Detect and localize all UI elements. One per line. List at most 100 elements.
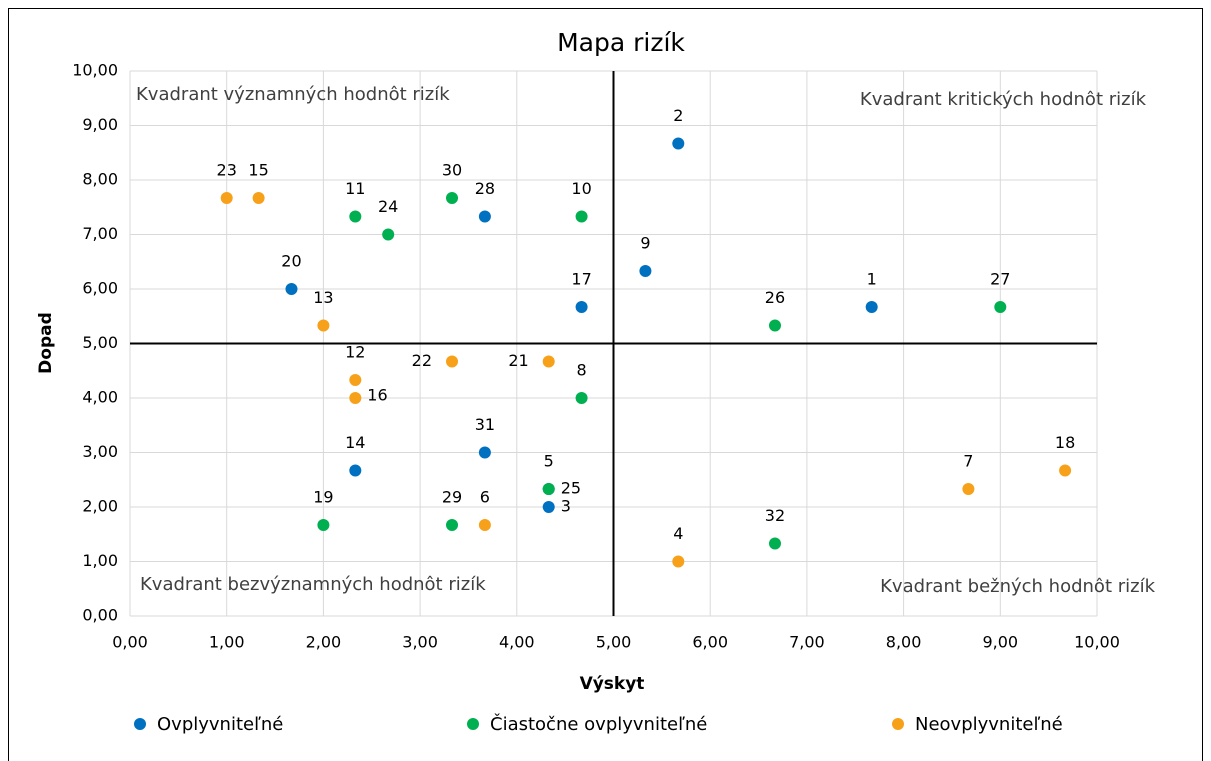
y-tick-label: 7,00 [82, 224, 118, 243]
quadrant-label: Kvadrant bežných hodnôt rizík [880, 576, 1155, 597]
point-label: 10 [571, 179, 591, 198]
point [382, 228, 395, 241]
point-label: 5 [544, 452, 554, 471]
point-label: 23 [217, 160, 237, 179]
legend-marker [134, 718, 146, 730]
x-tick-label: 10,00 [1074, 633, 1120, 652]
point [349, 392, 362, 404]
quadrant-label: Kvadrant významných hodnôt rizík [136, 84, 450, 105]
y-tick-label: 0,00 [82, 606, 118, 625]
y-tick-label: 1,00 [82, 551, 118, 570]
point-label: 9 [640, 234, 650, 253]
point [575, 210, 588, 223]
point [285, 283, 298, 295]
point [542, 355, 555, 368]
point-label: 17 [571, 269, 591, 288]
y-tick-label: 4,00 [82, 388, 118, 407]
quadrant-label: Kvadrant kritických hodnôt rizík [860, 89, 1147, 110]
point [349, 210, 362, 223]
x-tick-label: 3,00 [402, 633, 438, 652]
point [252, 191, 265, 204]
point-label: 22 [412, 351, 432, 370]
x-tick-label: 1,00 [209, 633, 245, 652]
point-label: 7 [963, 452, 973, 471]
x-tick-label: 7,00 [789, 633, 825, 652]
point-label: 6 [480, 487, 490, 506]
legend-label: Neovplyvniteľné [915, 714, 1063, 735]
point-label: 26 [765, 288, 785, 307]
point [317, 518, 330, 531]
point [575, 300, 588, 313]
legend-marker [892, 718, 904, 730]
x-tick-label: 5,00 [596, 633, 632, 652]
x-tick-label: 0,00 [112, 633, 148, 652]
point-label: 19 [313, 487, 333, 506]
point [446, 355, 459, 368]
point [672, 137, 685, 150]
point [349, 374, 362, 387]
point [865, 300, 878, 313]
chart-frame [8, 8, 1203, 761]
y-tick-label: 3,00 [82, 442, 118, 461]
point [1059, 464, 1072, 477]
legend-label: Čiastočne ovplyvniteľné [490, 713, 707, 735]
point-label: 1 [867, 269, 877, 288]
point-label: 4 [673, 524, 683, 543]
point-label: 15 [248, 160, 268, 179]
point [672, 555, 685, 568]
point-label: 16 [367, 386, 387, 405]
point [542, 501, 555, 513]
y-tick-label: 5,00 [82, 333, 118, 352]
point [317, 319, 330, 332]
point-label: 2 [673, 106, 683, 125]
point [768, 319, 781, 332]
x-tick-label: 9,00 [982, 633, 1018, 652]
point [768, 537, 781, 550]
y-tick-label: 10,00 [72, 61, 118, 80]
point-label: 25 [561, 479, 581, 498]
point [478, 518, 491, 531]
point [478, 446, 491, 459]
x-tick-label: 4,00 [499, 633, 535, 652]
point-label: 8 [576, 361, 586, 380]
point [349, 464, 362, 477]
y-tick-label: 9,00 [82, 115, 118, 134]
point [220, 191, 233, 204]
legend-marker [467, 718, 479, 730]
point [994, 300, 1007, 313]
point [639, 265, 652, 278]
point-label: 24 [378, 197, 398, 216]
point [446, 518, 459, 531]
point-label: 3 [561, 497, 571, 516]
point-label: 29 [442, 487, 462, 506]
legend-label: Ovplyvniteľné [157, 714, 283, 735]
point [446, 191, 459, 204]
y-tick-label: 6,00 [82, 279, 118, 298]
point [962, 483, 975, 496]
point-label: 18 [1055, 433, 1075, 452]
point-label: 30 [442, 160, 462, 179]
quadrant-label: Kvadrant bezvýznamných hodnôt rizík [140, 574, 486, 595]
point-label: 21 [508, 351, 528, 370]
y-axis-label: Dopad [36, 312, 56, 374]
point-label: 12 [345, 343, 365, 362]
point [542, 483, 555, 496]
point-label: 27 [990, 269, 1010, 288]
x-tick-label: 6,00 [692, 633, 728, 652]
point-label: 11 [345, 179, 365, 198]
point [478, 210, 491, 223]
point-label: 28 [475, 179, 495, 198]
point [575, 392, 588, 404]
point-label: 13 [313, 288, 333, 307]
y-tick-label: 2,00 [82, 497, 118, 516]
point-label: 32 [765, 506, 785, 525]
x-axis-label: Výskyt [580, 674, 645, 694]
y-tick-label: 8,00 [82, 170, 118, 189]
x-tick-label: 8,00 [886, 633, 922, 652]
point-label: 14 [345, 433, 365, 452]
point-label: 20 [281, 252, 301, 271]
chart-title: Mapa rizík [557, 28, 685, 57]
x-tick-label: 2,00 [306, 633, 342, 652]
point-label: 31 [475, 415, 495, 434]
